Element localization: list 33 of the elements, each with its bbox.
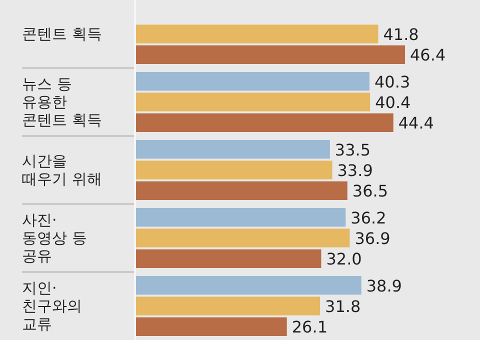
bar: [135, 113, 394, 132]
bar: [135, 296, 320, 316]
data-label: 40.3: [374, 72, 410, 92]
data-label: 46.4: [410, 46, 446, 65]
data-label: 32.0: [326, 250, 362, 269]
data-label: 44.4: [398, 114, 434, 133]
bar: [135, 276, 362, 295]
data-label: 36.2: [350, 208, 386, 228]
y-tick-label: 시간을 때우기 위해: [22, 152, 102, 188]
bar: [135, 317, 287, 336]
data-label: 36.9: [354, 229, 390, 248]
bar: [135, 140, 330, 159]
y-tick-label: 사진· 동영상 등 공유: [22, 211, 87, 265]
bar: [135, 181, 348, 200]
data-label: 40.4: [375, 93, 411, 112]
data-label: 38.9: [366, 276, 402, 296]
bar: [135, 45, 405, 64]
y-tick-label: 뉴스 등 유용한 콘텐트 획득: [22, 75, 102, 129]
bar: [135, 208, 346, 227]
data-label: 33.5: [334, 140, 371, 160]
y-tick-label: 콘텐트 획득: [22, 25, 102, 43]
data-label: 36.5: [352, 182, 388, 201]
data-label: 31.8: [325, 297, 361, 316]
data-label: 41.8: [383, 25, 419, 44]
bar: [135, 92, 370, 112]
data-label: 33.9: [337, 161, 373, 180]
data-label: 26.1: [292, 318, 328, 337]
y-tick-label: 지인· 친구와의 교류: [22, 279, 82, 333]
bar: [135, 228, 350, 248]
bar: [135, 72, 370, 91]
bar: [135, 160, 332, 180]
bar: [135, 249, 322, 268]
bar: [135, 24, 378, 44]
